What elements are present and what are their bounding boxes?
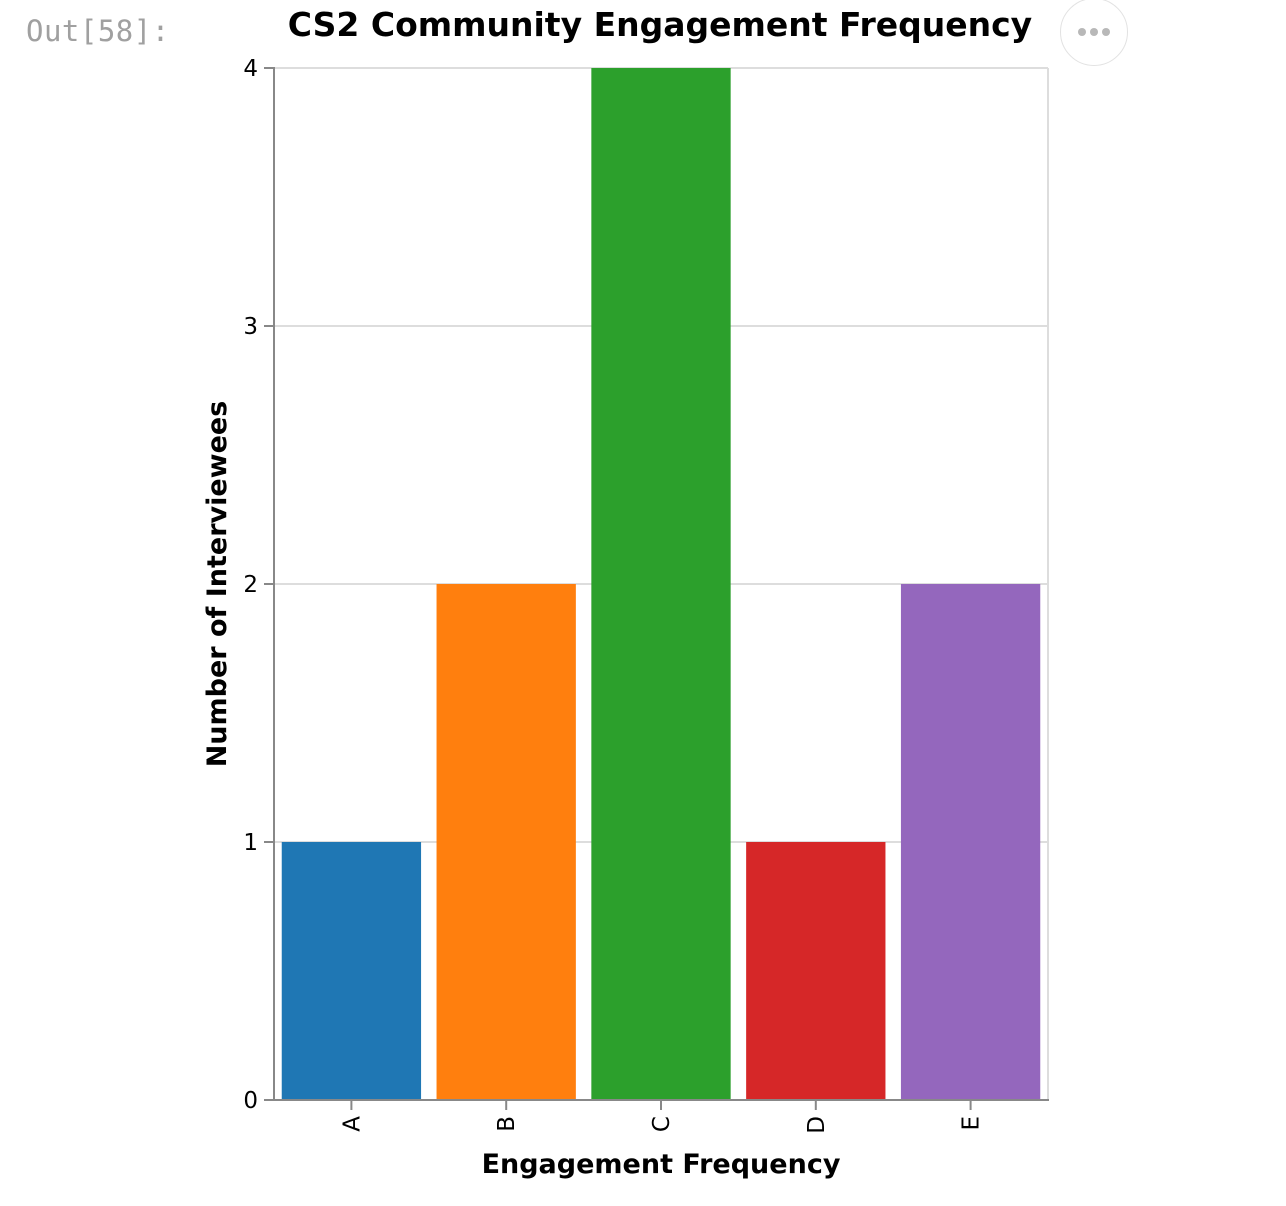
x-tick-label-e: E <box>959 1116 985 1131</box>
y-tick-label-3: 3 <box>243 314 258 340</box>
y-tick-label-1: 1 <box>243 830 258 856</box>
y-tick-label-2: 2 <box>243 572 258 598</box>
x-tick-label-c: C <box>649 1116 675 1132</box>
x-tick-label-a: A <box>339 1116 365 1132</box>
x-tick-label-d: D <box>804 1116 830 1134</box>
chart-actions-button[interactable] <box>1060 0 1128 66</box>
bar-c <box>591 68 731 1100</box>
bars <box>281 68 1041 1100</box>
y-axis-title: Number of Interviewees <box>202 401 233 768</box>
bar-e <box>900 584 1041 1100</box>
bar-d <box>746 842 886 1100</box>
bar-b <box>436 584 576 1100</box>
x-tick-label-b: B <box>494 1116 520 1132</box>
tick-labels: 0 1 2 3 4 A B C D E <box>243 56 984 1134</box>
ellipsis-icon <box>1078 28 1110 36</box>
y-tick-label-4: 4 <box>243 56 258 82</box>
output-prompt: Out[58]: <box>26 14 170 48</box>
axes <box>264 67 1049 1110</box>
chart-title: CS2 Community Engagement Frequency <box>288 5 1032 44</box>
x-axis-title: Engagement Frequency <box>482 1149 841 1180</box>
bar-a <box>281 842 422 1100</box>
y-tick-label-0: 0 <box>243 1088 258 1114</box>
